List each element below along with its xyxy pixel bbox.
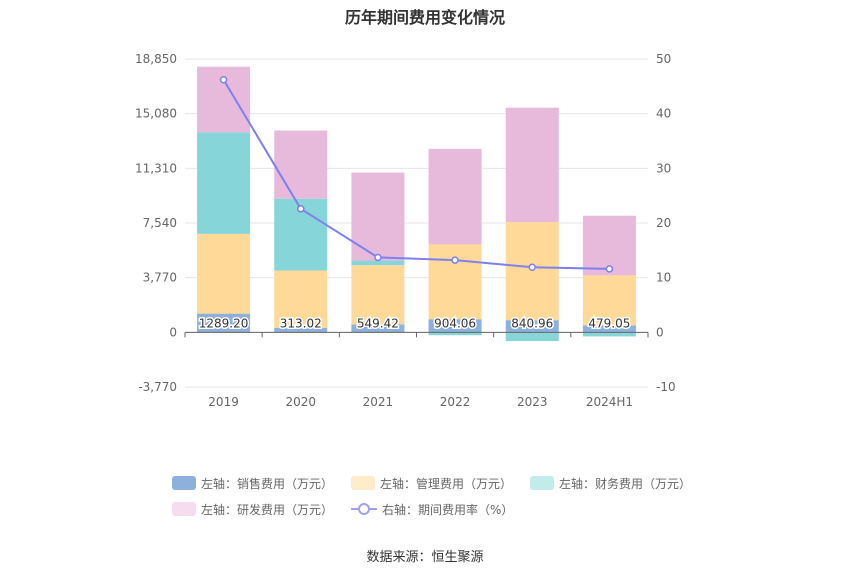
x-tick-label: 2021 xyxy=(363,395,394,409)
legend-item-rnd[interactable]: 左轴：研发费用（万元） xyxy=(172,501,333,518)
rate-line-path xyxy=(222,79,610,270)
legend-item-admin[interactable]: 左轴：管理费用（万元） xyxy=(351,475,512,492)
rate-point-2024H1 xyxy=(605,265,614,273)
right-tick-label: 0 xyxy=(656,325,664,339)
bar-finance-2021 xyxy=(351,260,405,266)
legend: 左轴：销售费用（万元） 左轴：管理费用（万元） 左轴：财务费用（万元） 左轴：研… xyxy=(172,472,692,524)
bar-admin-2024H1 xyxy=(582,275,636,326)
bar-rnd-2020 xyxy=(274,130,328,199)
legend-line-icon xyxy=(351,503,378,515)
right-tick-label: 50 xyxy=(656,52,671,66)
legend-label-rnd: 左轴：研发费用（万元） xyxy=(201,502,334,517)
bar-sales-2019 xyxy=(197,313,251,333)
bar-sales-2023 xyxy=(505,320,559,333)
sales-data-label-2024H1: 479.05 xyxy=(588,316,630,330)
x-tick-label: 2023 xyxy=(517,395,548,409)
sales-data-label-2019: 1289.20 xyxy=(199,316,249,330)
left-tick-label: 15,080 xyxy=(135,107,177,121)
data-source: 数据来源：恒生聚源 xyxy=(366,550,484,565)
legend-item-finance[interactable]: 左轴：财务费用（万元） xyxy=(530,475,691,492)
legend-label-finance: 左轴：财务费用（万元） xyxy=(559,476,692,491)
legend-label-rate: 右轴：期间费用率（%） xyxy=(382,502,514,517)
chart-title: 历年期间费用变化情况 xyxy=(344,8,505,27)
left-tick-label: 7,540 xyxy=(143,216,177,230)
left-tick-label: 18,850 xyxy=(135,52,177,66)
rate-line xyxy=(219,76,614,273)
right-axis-ticks: 50 40 30 20 10 0 -10 xyxy=(656,52,676,394)
legend-item-sales[interactable]: 左轴：销售费用（万元） xyxy=(172,475,333,492)
x-tick-label: 2022 xyxy=(440,395,471,409)
legend-swatch-admin xyxy=(351,476,376,490)
bar-sales-2021 xyxy=(351,324,405,333)
bar-admin-2021 xyxy=(351,265,405,325)
bar-finance-2022 xyxy=(428,332,482,336)
right-tick-label: 30 xyxy=(656,161,671,175)
legend-item-rate[interactable]: 右轴：期间费用率（%） xyxy=(351,501,513,518)
left-tick-label: 0 xyxy=(169,325,177,339)
bars xyxy=(197,66,636,342)
legend-swatch-sales xyxy=(172,476,196,490)
bar-sales-2024H1 xyxy=(582,325,636,333)
rate-point-2019 xyxy=(219,76,228,84)
rate-point-2022 xyxy=(451,256,459,264)
left-tick-label: -3,770 xyxy=(138,380,177,394)
legend-swatch-rnd xyxy=(172,502,196,516)
bar-finance-2024H1 xyxy=(582,332,636,337)
bar-sales-2020 xyxy=(274,327,328,333)
right-tick-label: 10 xyxy=(656,271,671,285)
sales-data-label-2023: 840.96 xyxy=(511,316,553,330)
bar-sales-2022 xyxy=(428,319,482,333)
grid-lines xyxy=(185,58,648,388)
x-tick-label: 2019 xyxy=(208,395,239,409)
bar-finance-2023 xyxy=(505,332,559,342)
data-labels: 1289.20 313.02 549.42 904.06 840.96 479.05 xyxy=(197,315,632,332)
bar-admin-2019 xyxy=(197,233,251,314)
bar-rnd-2023 xyxy=(505,107,559,223)
bar-admin-2020 xyxy=(274,270,328,328)
x-tick-label: 2024H1 xyxy=(586,395,633,409)
right-tick-label: 20 xyxy=(656,216,671,230)
bar-admin-2023 xyxy=(505,222,559,321)
sales-data-label-2020: 313.02 xyxy=(280,316,322,330)
bar-finance-2019 xyxy=(197,132,251,234)
left-tick-label: 3,770 xyxy=(143,271,177,285)
left-axis-ticks: 18,850 15,080 11,310 7,540 3,770 0 -3,770 xyxy=(135,52,177,394)
bar-admin-2022 xyxy=(428,244,482,320)
legend-label-admin: 左轴：管理费用（万元） xyxy=(380,476,513,491)
sales-data-label-2022: 904.06 xyxy=(434,316,476,330)
bar-rnd-2021 xyxy=(351,172,405,261)
x-tick-label: 2020 xyxy=(285,395,316,409)
right-tick-label: 40 xyxy=(656,107,671,121)
legend-label-sales: 左轴：销售费用（万元） xyxy=(201,476,334,491)
rate-point-2020 xyxy=(297,205,305,213)
rate-point-2021 xyxy=(374,253,382,262)
rate-point-2023 xyxy=(528,263,536,272)
chart-plot: 18,850 15,080 11,310 7,540 3,770 0 -3,770 50 40… xyxy=(135,52,676,409)
legend-swatch-finance xyxy=(530,476,555,490)
bar-rnd-2022 xyxy=(428,148,482,245)
x-axis: 2019 2020 2021 2022 2023 2024H1 xyxy=(184,331,649,409)
sales-data-label-2021: 549.42 xyxy=(357,316,399,330)
right-tick-label: -10 xyxy=(656,380,676,394)
left-tick-label: 11,310 xyxy=(135,161,177,175)
